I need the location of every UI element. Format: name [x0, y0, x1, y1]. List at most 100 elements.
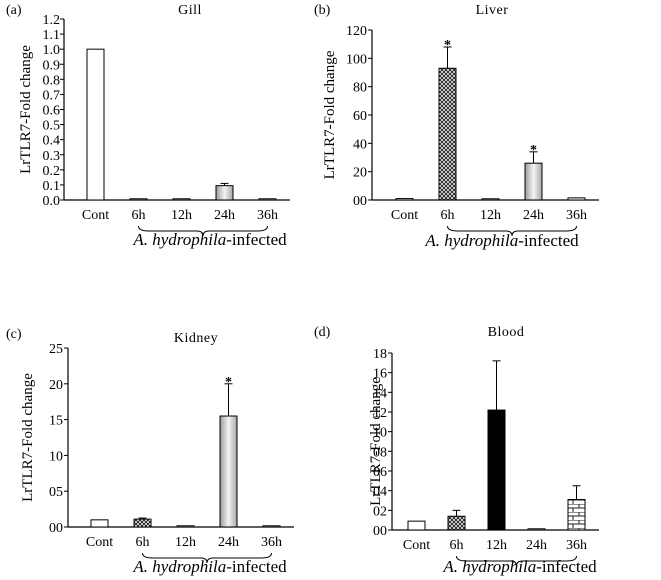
y-tick-label: 0.8: [43, 73, 61, 88]
x-tick-label: 12h: [171, 208, 192, 223]
panel-label: (a): [6, 3, 22, 18]
bar-cont: [407, 520, 426, 531]
y-tick-label: 15: [49, 414, 63, 429]
panel-label: (c): [6, 327, 22, 342]
bar-6h: [133, 518, 152, 528]
y-tick-label: 1.2: [43, 13, 61, 28]
bar-12h: [172, 198, 191, 201]
bar-24h: [527, 528, 546, 531]
significance-marker: *: [444, 38, 451, 53]
y-tick-label: 0.2: [43, 164, 61, 179]
bar-24h: [524, 162, 543, 201]
x-tick-label: 6h: [450, 538, 464, 553]
panel-title: Kidney: [174, 331, 218, 346]
y-tick-label: 08: [373, 445, 387, 460]
x-tick-label: 36h: [257, 208, 278, 223]
panel-title: Liver: [476, 3, 509, 18]
y-tick-label: 0.7: [43, 88, 61, 103]
group-bracket: [138, 225, 268, 237]
y-tick-label: 16: [373, 367, 387, 382]
panel-label: (d): [314, 325, 331, 340]
panel-title: Gill: [178, 3, 202, 18]
y-axis-label: LrTLR7-Fold change: [20, 373, 36, 502]
x-tick-label: 36h: [261, 535, 282, 550]
panel-liver: (b) Liver LrTLR7-Fold change 00 20 40 60 80 100 1…: [314, 3, 599, 250]
x-tick-label: Cont: [391, 208, 418, 223]
bar-6h: [129, 198, 148, 201]
x-tick-label: 24h: [218, 535, 239, 550]
x-tick-label: 24h: [526, 538, 547, 553]
group-label-suffix: -infected: [536, 557, 597, 576]
x-tick-label: 12h: [486, 538, 507, 553]
bar-36h: [258, 198, 277, 201]
y-tick-label: 1.1: [43, 28, 61, 43]
y-tick-label: 10: [49, 449, 63, 464]
bar-12h: [481, 198, 500, 201]
y-tick-label: 120: [346, 24, 367, 39]
y-tick-label: 60: [353, 109, 367, 124]
y-tick-label: 80: [353, 81, 367, 96]
y-tick-label: 20: [49, 378, 63, 393]
panel-gill: (a) Gill LrTLR7-Fold change 0.00.10.20.30.4…: [6, 3, 290, 249]
bar-36h: [567, 499, 586, 531]
y-tick-label: 25: [49, 342, 63, 357]
y-tick-label: 04: [373, 485, 387, 500]
bar-cont: [395, 198, 414, 201]
group-label: A. hydrophila-infected: [424, 231, 579, 250]
y-tick-label: 0.3: [43, 149, 61, 164]
group-label-suffix: -infected: [518, 231, 579, 250]
y-tick-label: 00: [373, 524, 387, 539]
group-bracket: [456, 555, 577, 567]
x-tick-label: Cont: [82, 208, 109, 223]
y-tick-label: 05: [49, 485, 63, 500]
y-tick-label: 1.0: [43, 43, 61, 58]
x-tick-label: 12h: [480, 208, 501, 223]
bar-36h: [262, 525, 281, 528]
y-tick-label: 0.9: [43, 58, 61, 73]
group-label: A. hydrophila-infected: [442, 557, 597, 576]
y-axis-label: LrTLR7-Fold change: [322, 50, 338, 179]
y-axis-label: LrTLR7-Fold change: [18, 45, 34, 174]
bar-36h: [567, 197, 586, 201]
y-tick-label: 100: [346, 52, 367, 67]
bar-6h: [447, 515, 466, 531]
x-tick-label: Cont: [403, 538, 430, 553]
bar-12h: [487, 409, 506, 531]
panel-title: Blood: [488, 325, 525, 340]
y-axis-label: LrTLR7-Fold change: [368, 377, 384, 506]
y-tick-label: 18: [373, 347, 387, 362]
y-tick-label: 00: [353, 194, 367, 209]
x-tick-label: 12h: [175, 535, 196, 550]
bar-6h: [438, 67, 457, 201]
x-tick-label: 6h: [136, 535, 150, 550]
x-tick-label: 6h: [441, 208, 455, 223]
y-tick-label: 14: [373, 386, 387, 401]
y-tick-label: 20: [353, 166, 367, 181]
significance-marker: *: [530, 143, 537, 158]
x-tick-label: 6h: [132, 208, 146, 223]
bar-cont: [90, 519, 109, 528]
bar-24h: [215, 185, 234, 201]
group-label-species: A. hydrophila: [132, 230, 226, 249]
y-tick-label: 0.5: [43, 119, 61, 134]
y-tick-label: 40: [353, 137, 367, 152]
group-label: A. hydrophila-infected: [132, 557, 287, 576]
y-tick-label: 12: [373, 406, 387, 421]
bar-24h: [219, 415, 238, 528]
group-label-species: A. hydrophila: [424, 231, 518, 250]
y-tick-label: 06: [373, 465, 387, 480]
y-tick-label: 02: [373, 504, 387, 519]
y-tick-label: 0.0: [43, 194, 61, 209]
panel-blood: (d) Blood LrTLR7-Fold change 00 02 04 06 08 10 12…: [314, 325, 599, 576]
panel-kidney: (c) Kidney LrTLR7-Fold change 00 05 10 15 20 25 C…: [6, 327, 294, 576]
group-label-species: A. hydrophila: [442, 557, 536, 576]
group-label-species: A. hydrophila: [132, 557, 226, 576]
group-label-suffix: -infected: [226, 557, 287, 576]
group-bracket: [447, 225, 577, 237]
x-tick-label: 24h: [523, 208, 544, 223]
x-tick-label: 36h: [566, 208, 587, 223]
bar-12h: [176, 525, 195, 528]
x-tick-label: 24h: [214, 208, 235, 223]
group-bracket: [142, 552, 272, 564]
